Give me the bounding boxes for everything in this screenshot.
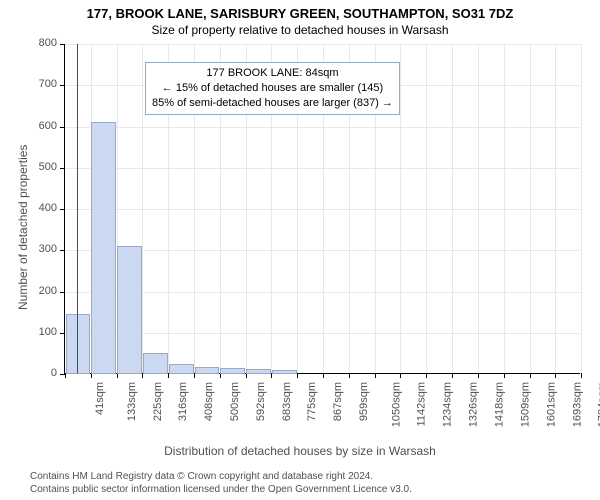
y-tick-mark	[60, 250, 65, 251]
x-tick-label: 1601sqm	[545, 382, 557, 427]
y-tick-mark	[60, 168, 65, 169]
x-tick-label: 133sqm	[126, 382, 138, 421]
grid-line-v	[478, 44, 479, 373]
footer-line1: Contains HM Land Registry data © Crown c…	[30, 471, 594, 484]
x-tick-label: 41sqm	[94, 382, 106, 415]
x-tick-label: 1784sqm	[596, 382, 600, 427]
x-tick-mark	[297, 373, 298, 378]
histogram-bar	[220, 368, 245, 374]
y-tick-mark	[60, 209, 65, 210]
y-tick-label: 800	[25, 37, 57, 49]
y-tick-mark	[60, 44, 65, 45]
x-tick-mark	[581, 373, 582, 378]
x-axis-label: Distribution of detached houses by size …	[0, 444, 600, 458]
y-tick-label: 200	[25, 285, 57, 297]
y-tick-label: 600	[25, 120, 57, 132]
x-tick-mark	[555, 373, 556, 378]
y-tick-mark	[60, 333, 65, 334]
y-tick-label: 400	[25, 202, 57, 214]
x-tick-mark	[426, 373, 427, 378]
histogram-bar	[272, 370, 297, 374]
x-tick-label: 1693sqm	[571, 382, 583, 427]
x-tick-mark	[323, 373, 324, 378]
x-tick-mark	[478, 373, 479, 378]
y-tick-mark	[60, 85, 65, 86]
grid-line-v	[400, 44, 401, 373]
annotation-box: 177 BROOK LANE: 84sqm← 15% of detached h…	[145, 62, 400, 115]
x-tick-label: 500sqm	[229, 382, 241, 421]
y-tick-label: 700	[25, 78, 57, 90]
histogram-bar	[246, 369, 271, 374]
x-tick-label: 775sqm	[307, 382, 319, 421]
main-title: 177, BROOK LANE, SARISBURY GREEN, SOUTHA…	[0, 6, 600, 21]
x-tick-label: 1418sqm	[493, 382, 505, 427]
x-tick-label: 1142sqm	[415, 382, 427, 426]
grid-line-v	[426, 44, 427, 373]
x-tick-label: 316sqm	[177, 382, 189, 421]
histogram-bar	[143, 353, 168, 374]
y-tick-mark	[60, 127, 65, 128]
x-tick-mark	[375, 373, 376, 378]
x-tick-label: 408sqm	[203, 382, 215, 421]
reference-line	[77, 44, 78, 373]
x-tick-mark	[349, 373, 350, 378]
x-tick-label: 1326sqm	[468, 382, 480, 427]
x-tick-label: 225sqm	[152, 382, 164, 421]
histogram-chart: 010020030040050060070080041sqm133sqm225s…	[64, 44, 580, 374]
x-tick-mark	[400, 373, 401, 378]
sub-title: Size of property relative to detached ho…	[0, 23, 600, 37]
y-tick-label: 100	[25, 326, 57, 338]
histogram-bar	[195, 367, 220, 374]
x-tick-mark	[452, 373, 453, 378]
footer-line2: Contains public sector information licen…	[30, 484, 594, 497]
annotation-line1: ← 15% of detached houses are smaller (14…	[152, 81, 393, 96]
histogram-bar	[117, 246, 142, 374]
y-tick-label: 0	[25, 367, 57, 379]
x-tick-label: 959sqm	[358, 382, 370, 421]
y-tick-label: 500	[25, 161, 57, 173]
grid-line-v	[530, 44, 531, 373]
annotation-title: 177 BROOK LANE: 84sqm	[152, 66, 393, 81]
grid-line-v	[142, 44, 143, 373]
grid-line-v	[452, 44, 453, 373]
grid-line-v	[581, 44, 582, 373]
x-tick-label: 592sqm	[255, 382, 267, 421]
histogram-bar	[169, 364, 194, 374]
footer-attribution: Contains HM Land Registry data © Crown c…	[30, 471, 594, 496]
x-tick-label: 1050sqm	[390, 382, 402, 427]
x-tick-label: 867sqm	[332, 382, 344, 421]
grid-line-v	[555, 44, 556, 373]
y-tick-mark	[60, 292, 65, 293]
x-tick-mark	[530, 373, 531, 378]
x-tick-mark	[504, 373, 505, 378]
annotation-line2: 85% of semi-detached houses are larger (…	[152, 96, 393, 111]
y-tick-label: 300	[25, 243, 57, 255]
grid-line-v	[504, 44, 505, 373]
x-tick-label: 683sqm	[281, 382, 293, 421]
title-block: 177, BROOK LANE, SARISBURY GREEN, SOUTHA…	[0, 0, 600, 37]
histogram-bar	[91, 122, 116, 374]
x-tick-label: 1234sqm	[442, 382, 454, 427]
x-tick-label: 1509sqm	[519, 382, 531, 427]
